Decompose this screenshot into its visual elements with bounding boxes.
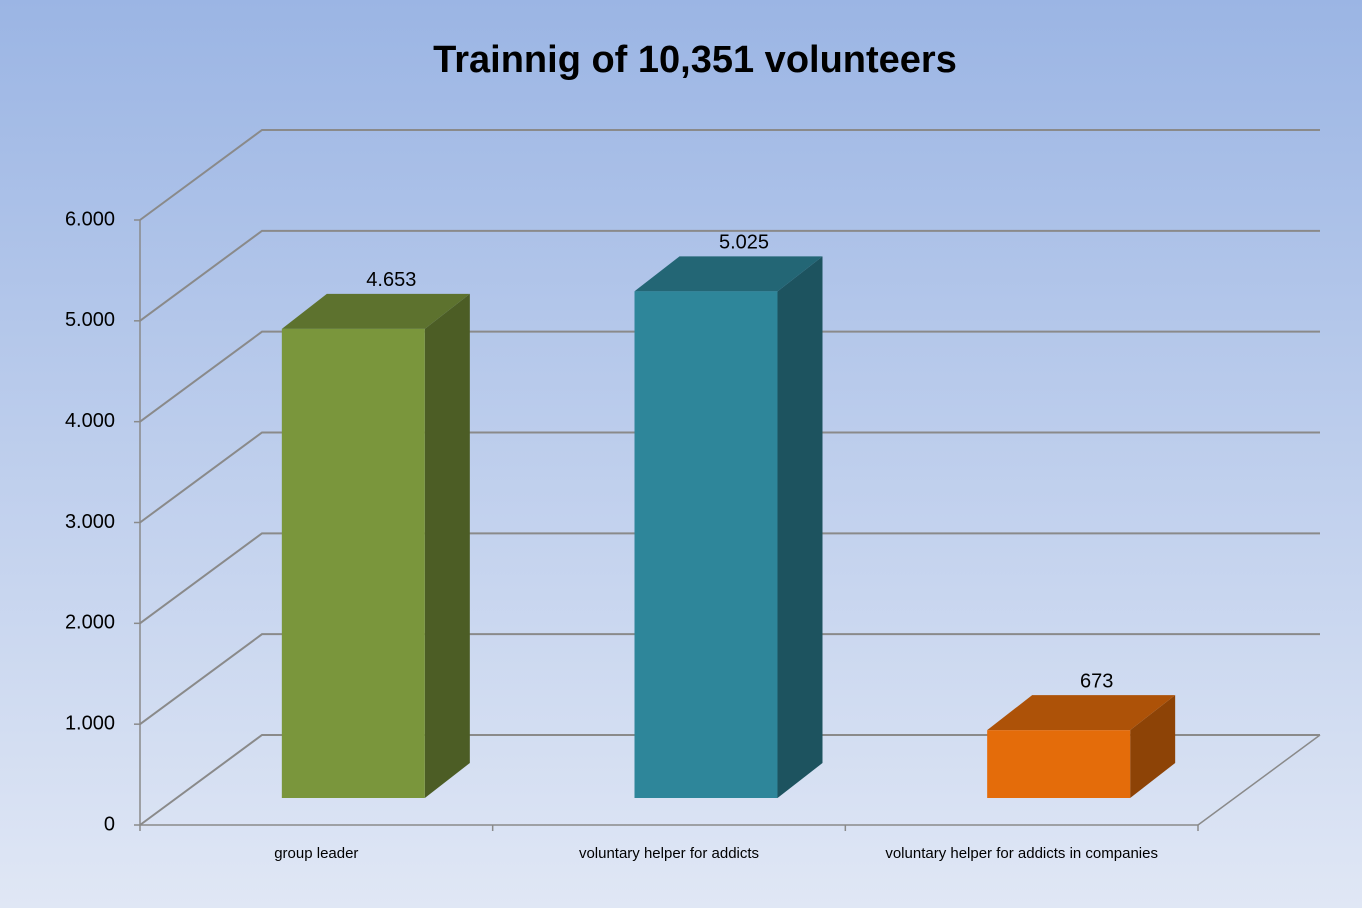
- bar-side: [1130, 695, 1176, 798]
- grid-line: [139, 532, 1320, 625]
- grid-line: [139, 734, 1320, 826]
- bar-side: [777, 256, 823, 798]
- grid-line: [139, 330, 1320, 423]
- x-tick-label: voluntary helper for addicts: [578, 845, 760, 862]
- bar: [281, 328, 425, 798]
- value-label: 4.653: [366, 269, 416, 291]
- floor-edge: [1197, 734, 1321, 826]
- x-tick-label: voluntary helper for addicts in companie…: [885, 845, 1158, 862]
- bar: [634, 291, 778, 798]
- grid-line: [139, 431, 1320, 524]
- y-tick-label: 0: [104, 813, 115, 835]
- y-tick-label: 1.000: [65, 712, 115, 734]
- bar-top: [634, 256, 823, 292]
- y-tick-label: 5.000: [65, 309, 115, 331]
- value-label: 673: [1080, 670, 1113, 692]
- bar-top: [281, 293, 470, 329]
- x-tick-label: group leader: [274, 845, 359, 862]
- bar: [987, 730, 1131, 798]
- chart-title: Trainnig of 10,351 volunteers: [433, 39, 957, 81]
- y-tick-label: 3.000: [65, 511, 115, 533]
- bar-side: [424, 293, 470, 798]
- y-tick-label: 4.000: [65, 410, 115, 432]
- grid-line: [139, 229, 1320, 322]
- bar-top: [987, 695, 1176, 731]
- value-label: 5.025: [719, 232, 769, 254]
- y-tick-label: 6.000: [65, 208, 115, 230]
- grid-line: [139, 129, 1320, 221]
- grid-line: [139, 633, 1320, 725]
- y-tick-label: 2.000: [65, 612, 115, 634]
